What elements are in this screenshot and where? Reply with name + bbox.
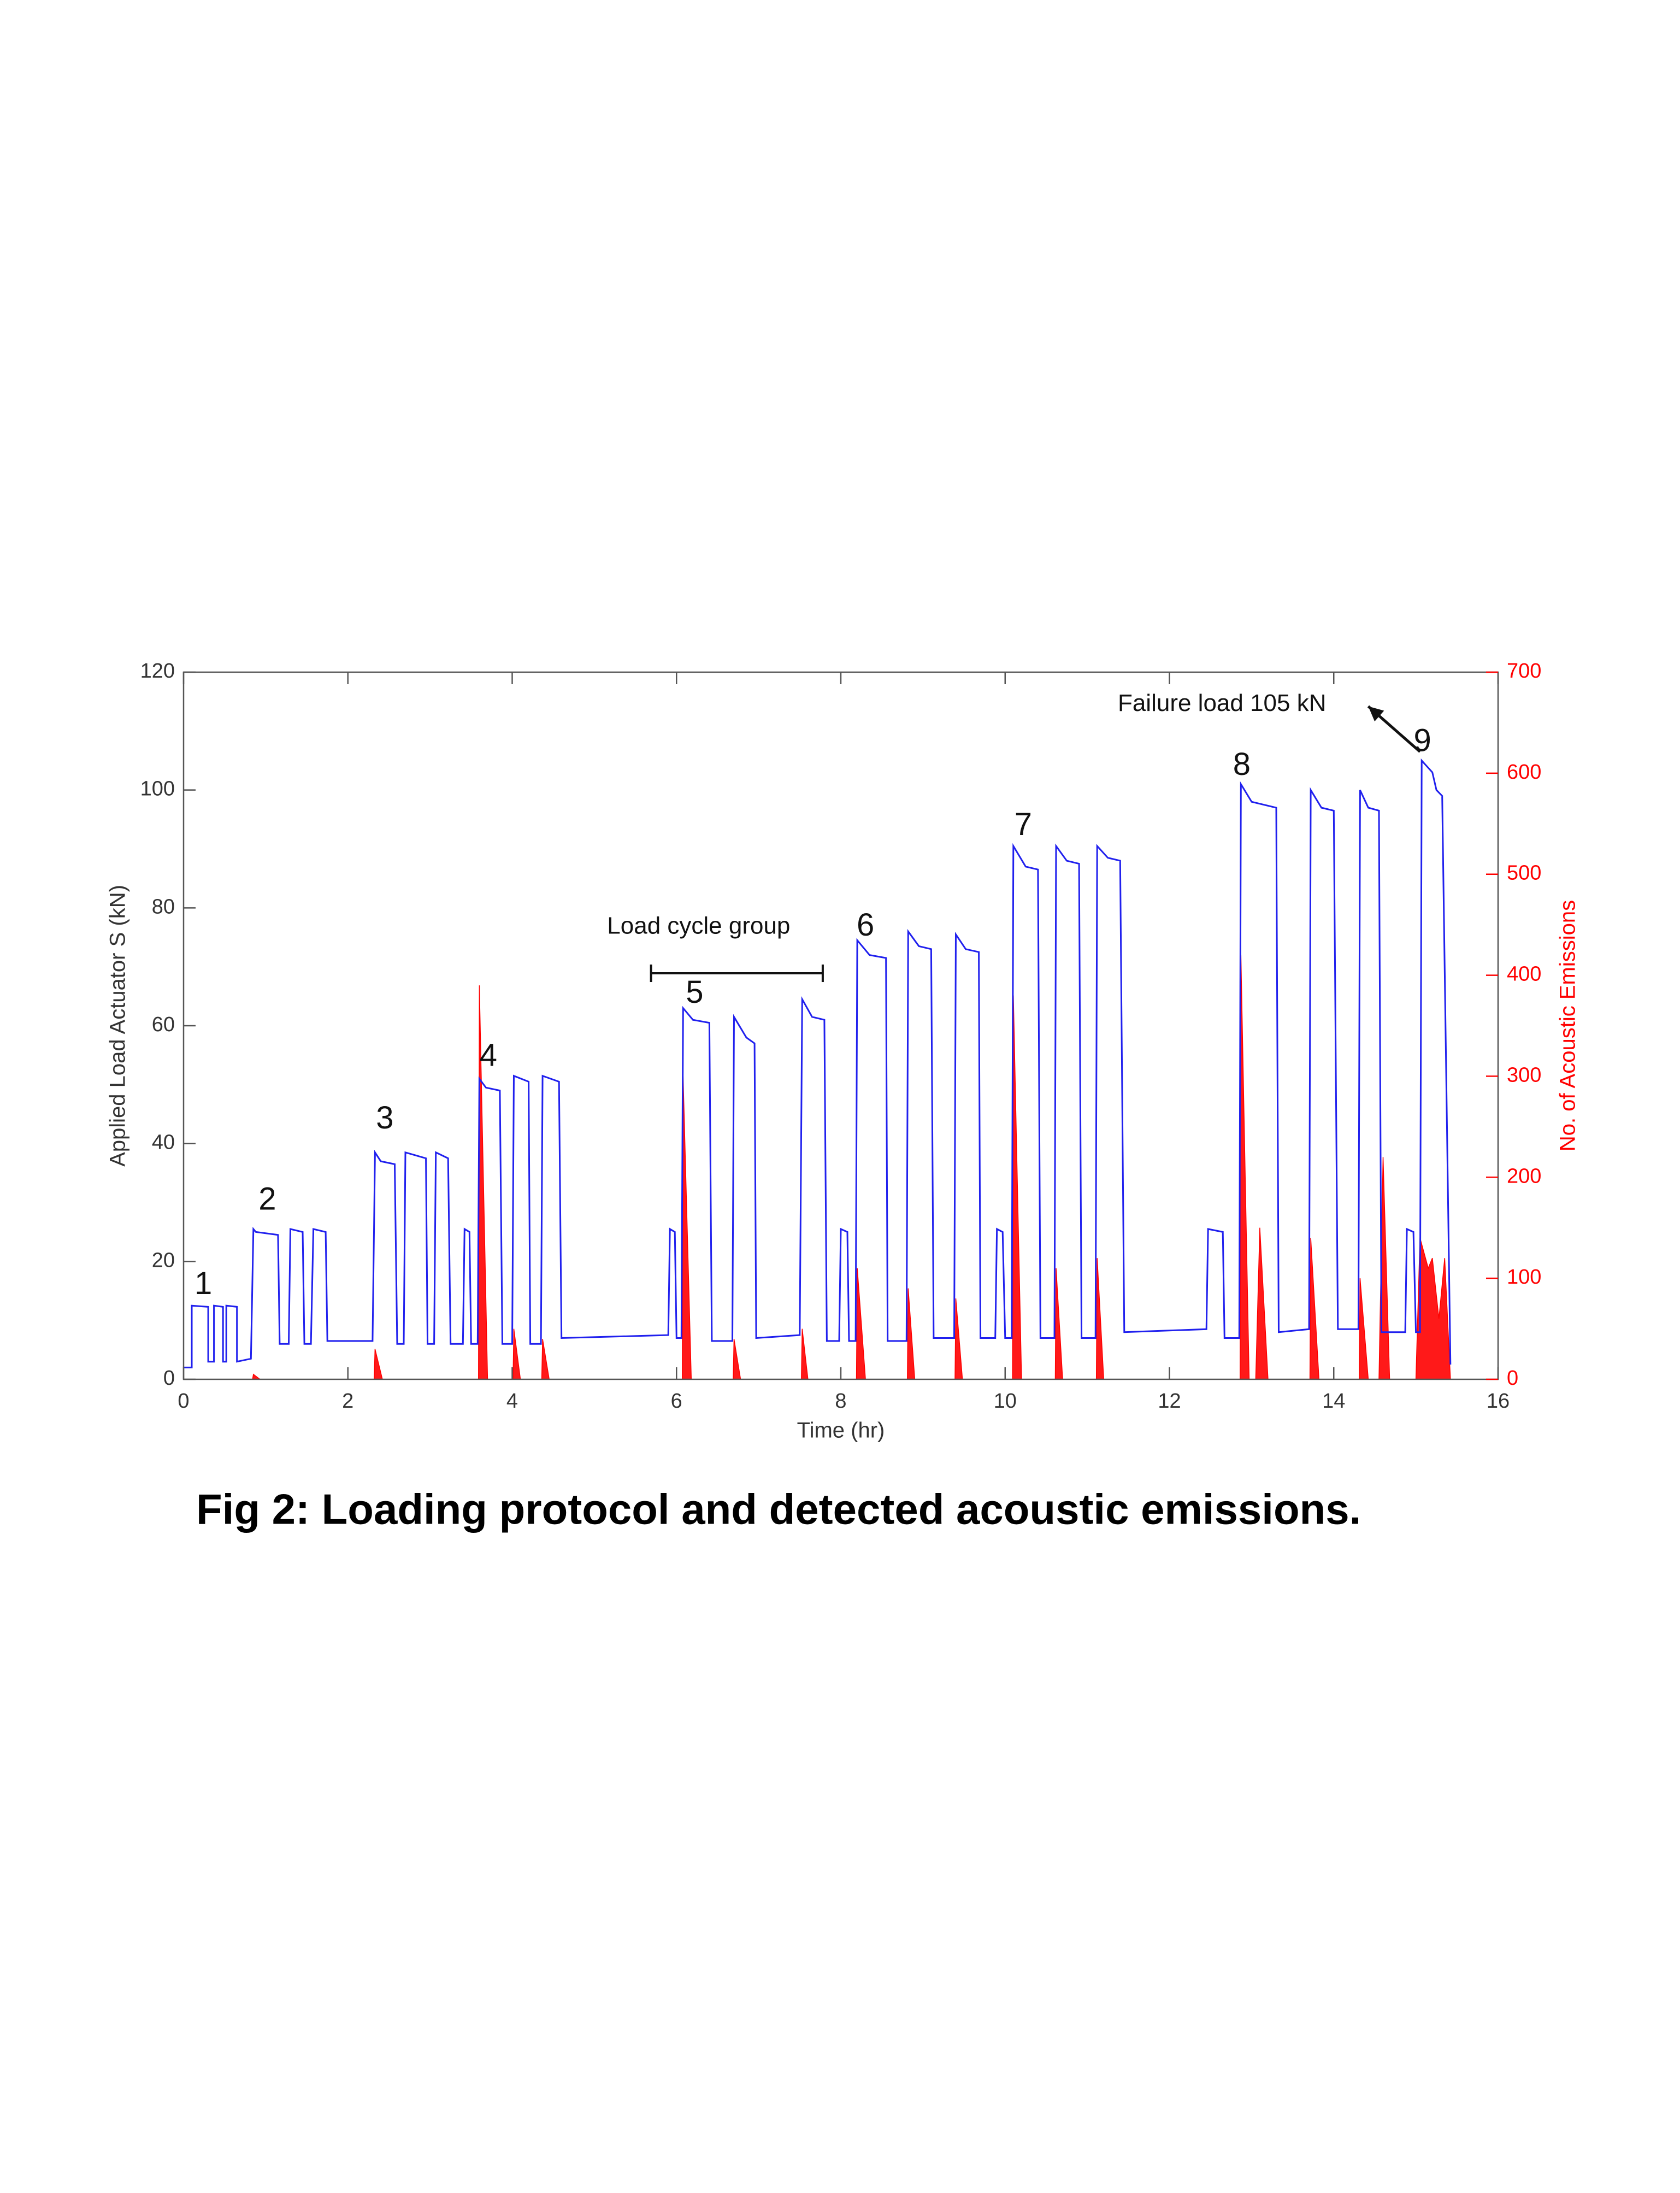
caption: Fig 2: Loading protocol and detected aco… — [196, 1485, 1361, 1533]
y2-axis-title: No. of Acoustic Emissions — [1556, 900, 1580, 1151]
annotation: Failure load 105 kN — [1118, 690, 1327, 716]
y2-tick-label: 100 — [1507, 1266, 1541, 1289]
group-number: 2 — [258, 1181, 276, 1217]
y2-tick-label: 500 — [1507, 862, 1541, 885]
x-tick-label: 2 — [342, 1390, 353, 1413]
group-number: 6 — [857, 907, 874, 943]
y2-tick-label: 0 — [1507, 1367, 1518, 1390]
y-tick-label: 120 — [140, 660, 175, 683]
y-tick-label: 20 — [152, 1249, 175, 1272]
x-tick-label: 8 — [835, 1390, 846, 1413]
group-number: 8 — [1233, 746, 1251, 782]
group-number: 1 — [194, 1266, 212, 1301]
group-number: 5 — [686, 974, 703, 1010]
annotation: Load cycle group — [607, 913, 790, 939]
group-number: 7 — [1015, 807, 1032, 842]
x-axis-title: Time (hr) — [797, 1419, 885, 1443]
y-tick-label: 100 — [140, 778, 175, 801]
load-line — [184, 758, 1452, 1368]
group-number: 9 — [1414, 723, 1431, 759]
y2-tick-label: 600 — [1507, 761, 1541, 784]
x-tick-label: 0 — [178, 1390, 189, 1413]
x-tick-label: 6 — [671, 1390, 682, 1413]
x-tick-label: 14 — [1322, 1390, 1345, 1413]
group-number: 4 — [480, 1038, 497, 1073]
y2-tick-label: 700 — [1507, 660, 1541, 683]
y2-tick-label: 300 — [1507, 1063, 1541, 1086]
arrow-head — [1368, 706, 1384, 722]
y-axis-title: Applied Load Actuator S (kN) — [106, 885, 130, 1167]
group-number: 3 — [376, 1100, 393, 1136]
x-tick-label: 10 — [994, 1390, 1017, 1413]
x-tick-label: 12 — [1158, 1390, 1181, 1413]
y2-tick-label: 200 — [1507, 1165, 1541, 1187]
x-tick-label: 16 — [1487, 1390, 1510, 1413]
y-tick-label: 60 — [152, 1013, 175, 1036]
y-tick-label: 0 — [163, 1367, 175, 1390]
y-tick-label: 80 — [152, 895, 175, 918]
y2-tick-label: 400 — [1507, 963, 1541, 986]
y-tick-label: 40 — [152, 1131, 175, 1154]
x-tick-label: 4 — [506, 1390, 518, 1413]
